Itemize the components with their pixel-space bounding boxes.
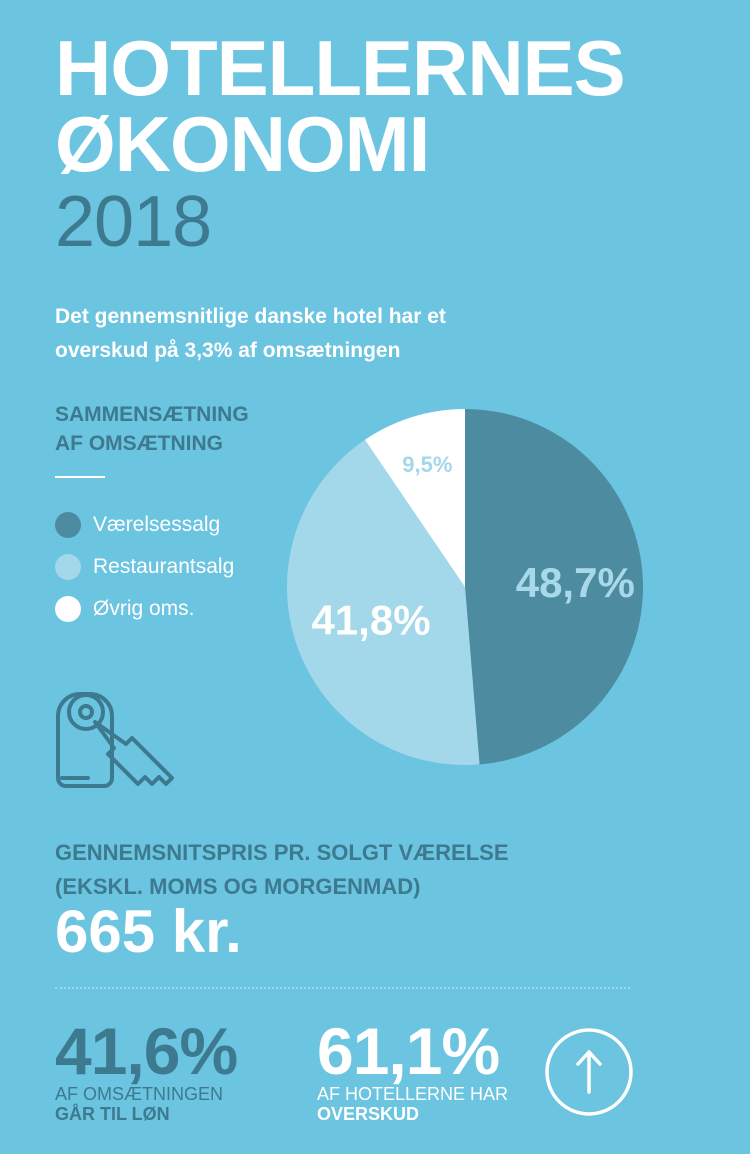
pie-slice-rooms bbox=[465, 409, 643, 765]
stat-wages: 41,6% AF OMSÆTNINGEN GÅR TIL LØN bbox=[55, 1014, 238, 1124]
pie-label-other: 9,5% bbox=[402, 452, 452, 477]
legend-label-restaurant: Restaurantsalg bbox=[93, 555, 235, 578]
page-title: HOTELLERNES ØKONOMI bbox=[55, 24, 626, 188]
composition-heading-line-2: AF OMSÆTNING bbox=[55, 432, 223, 455]
composition-heading: SAMMENSÆTNING AF OMSÆTNING bbox=[55, 400, 315, 458]
pie-slice-other bbox=[364, 409, 465, 587]
subtitle-line-1: Det gennemsnitlige danske hotel har et bbox=[55, 305, 446, 328]
title-line-2: ØKONOMI bbox=[55, 100, 430, 188]
legend-swatch-other bbox=[55, 596, 81, 622]
title-line-1: HOTELLERNES bbox=[55, 24, 626, 112]
pie-chart: 48,7% 41,8% 9,5% bbox=[287, 409, 643, 765]
arrow-up-circle-icon bbox=[545, 1028, 633, 1116]
composition-heading-line-1: SAMMENSÆTNING bbox=[55, 403, 249, 426]
subtitle-line-2: overskud på 3,3% af omsætningen bbox=[55, 339, 401, 362]
stat-profit: 61,1% AF HOTELLERNE HAR OVERSKUD bbox=[317, 1018, 508, 1124]
legend-label-rooms: Værelsessalg bbox=[93, 513, 221, 536]
stat-wages-line-2: GÅR TIL LØN bbox=[55, 1104, 170, 1124]
pie-label-rooms: 48,7% bbox=[516, 559, 635, 606]
pie-label-restaurant: 41,8% bbox=[311, 597, 430, 644]
legend-item-rooms: Værelsessalg bbox=[55, 504, 234, 546]
stat-wages-value: 41,6% bbox=[55, 1014, 238, 1088]
pie-slice-restaurant bbox=[287, 439, 480, 765]
heading-divider bbox=[55, 476, 105, 478]
legend-swatch-rooms bbox=[55, 512, 81, 538]
legend-label-other: Øvrig oms. bbox=[93, 597, 195, 620]
title-year: 2018 bbox=[55, 182, 212, 262]
stat-wages-line-1: AF OMSÆTNINGEN bbox=[55, 1084, 224, 1104]
legend-item-other: Øvrig oms. bbox=[55, 588, 234, 630]
legend-swatch-restaurant bbox=[55, 554, 81, 580]
average-room-price: 665 kr. bbox=[55, 898, 242, 965]
legend-item-restaurant: Restaurantsalg bbox=[55, 546, 234, 588]
price-heading-line-1: GENNEMSNITSPRIS PR. SOLGT VÆRELSE bbox=[55, 840, 509, 865]
stat-profit-line-1: AF HOTELLERNE HAR bbox=[317, 1084, 509, 1104]
stat-profit-value: 61,1% bbox=[317, 1014, 500, 1088]
pie-legend: Værelsessalg Restaurantsalg Øvrig oms. bbox=[55, 504, 234, 630]
dotted-divider bbox=[55, 987, 630, 989]
price-heading-line-2: (EKSKL. MOMS OG MORGENMAD) bbox=[55, 874, 421, 899]
stat-profit-line-2: OVERSKUD bbox=[317, 1104, 420, 1124]
price-heading: GENNEMSNITSPRIS PR. SOLGT VÆRELSE (EKSKL… bbox=[55, 836, 695, 904]
subtitle: Det gennemsnitlige danske hotel har et o… bbox=[55, 300, 575, 368]
key-icon bbox=[56, 692, 174, 788]
